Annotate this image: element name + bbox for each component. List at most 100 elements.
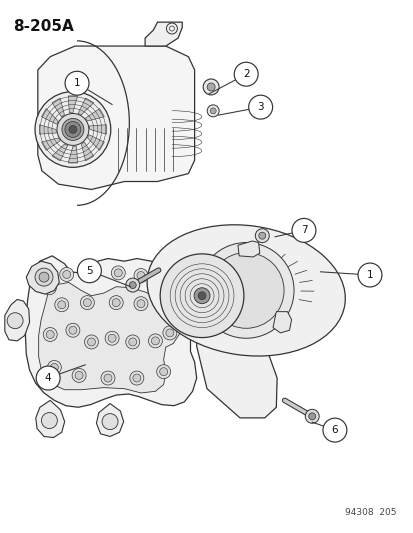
Circle shape [128,338,136,346]
Circle shape [66,324,80,337]
Circle shape [304,409,318,423]
Polygon shape [96,403,123,437]
Polygon shape [25,256,202,407]
Polygon shape [89,125,106,134]
Circle shape [291,219,315,243]
Circle shape [129,281,136,288]
Circle shape [203,79,218,95]
Circle shape [72,368,86,382]
Polygon shape [41,138,60,150]
Circle shape [59,268,74,281]
Circle shape [255,229,268,243]
Circle shape [7,313,23,329]
Circle shape [148,334,162,348]
Circle shape [308,413,315,420]
Circle shape [104,374,112,382]
Circle shape [42,281,56,295]
Circle shape [101,371,115,385]
Circle shape [35,92,111,167]
Polygon shape [26,261,59,294]
Circle shape [39,272,49,282]
Text: 6: 6 [331,425,337,435]
Text: 8-205A: 8-205A [13,20,74,35]
Circle shape [130,371,143,385]
Polygon shape [38,46,194,189]
Circle shape [162,326,176,340]
Circle shape [357,263,381,287]
Text: 94308  205: 94308 205 [344,508,396,517]
Polygon shape [272,312,291,333]
Polygon shape [68,146,77,163]
Circle shape [322,418,346,442]
Circle shape [55,298,69,312]
Circle shape [35,268,53,286]
Text: 4: 4 [45,373,51,383]
Circle shape [114,269,122,277]
Circle shape [46,330,54,338]
Text: 1: 1 [74,78,80,88]
Text: 5: 5 [86,266,93,276]
Polygon shape [237,241,259,257]
Circle shape [111,266,125,280]
Circle shape [126,278,139,292]
Polygon shape [196,304,276,418]
Circle shape [69,125,77,133]
Circle shape [87,269,95,277]
Circle shape [36,366,60,390]
Circle shape [109,296,123,310]
Circle shape [134,297,147,311]
Text: 7: 7 [300,225,306,236]
Circle shape [87,338,95,346]
Circle shape [126,335,139,349]
Circle shape [65,122,81,138]
Circle shape [63,270,71,278]
Circle shape [159,368,167,376]
Polygon shape [52,144,67,161]
Polygon shape [36,400,64,438]
Circle shape [166,329,173,337]
Circle shape [197,292,206,300]
Text: 1: 1 [366,270,373,280]
Polygon shape [78,98,93,115]
Circle shape [77,259,101,282]
Circle shape [75,372,83,379]
Circle shape [160,254,243,337]
Circle shape [84,266,98,280]
Circle shape [134,269,147,282]
Circle shape [208,253,283,328]
Circle shape [157,279,165,287]
Polygon shape [145,22,182,46]
Polygon shape [39,125,56,134]
Polygon shape [52,98,64,117]
Circle shape [133,374,140,382]
Circle shape [69,326,77,334]
Circle shape [84,335,98,349]
Circle shape [50,364,58,372]
Circle shape [45,284,53,292]
Circle shape [206,83,215,91]
Circle shape [65,71,89,95]
Polygon shape [38,282,180,393]
Circle shape [258,232,265,239]
Circle shape [105,331,119,345]
Circle shape [41,413,57,429]
Polygon shape [41,109,58,124]
Circle shape [198,243,293,338]
Circle shape [157,365,170,378]
Polygon shape [85,109,104,121]
Circle shape [47,360,61,374]
Circle shape [151,337,159,345]
Circle shape [207,105,218,117]
Circle shape [62,118,84,140]
Polygon shape [81,142,93,161]
Circle shape [137,271,145,279]
Polygon shape [88,135,104,150]
Circle shape [154,277,168,290]
Circle shape [43,327,57,342]
Text: 2: 2 [242,69,249,79]
Circle shape [248,95,272,119]
Text: 3: 3 [257,102,263,112]
Circle shape [194,288,209,304]
Circle shape [108,334,116,342]
Polygon shape [5,300,29,341]
